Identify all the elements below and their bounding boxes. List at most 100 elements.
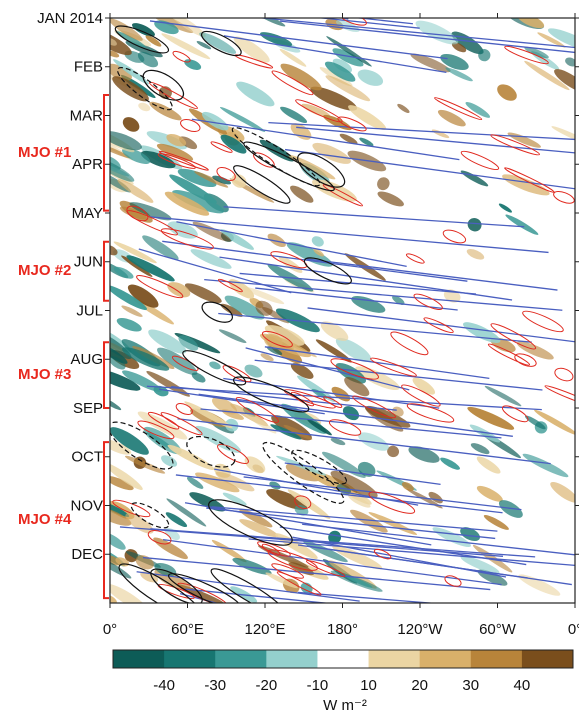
texture <box>146 371 190 397</box>
texture-contour <box>487 343 531 366</box>
texture <box>392 406 404 417</box>
y-tick-label: APR <box>72 156 103 173</box>
texture <box>294 505 309 516</box>
colorbar-bin <box>419 650 472 668</box>
texture <box>194 171 229 188</box>
texture <box>184 59 202 70</box>
texture <box>189 492 226 512</box>
texture <box>211 397 238 415</box>
texture-contour <box>276 571 322 596</box>
texture <box>110 439 132 455</box>
texture-contour <box>217 278 243 293</box>
texture-contour <box>370 357 417 377</box>
texture <box>408 446 440 463</box>
colorbar-tick-label: -20 <box>255 677 277 694</box>
texture-line <box>149 20 448 60</box>
y-tick-label: AUG <box>70 351 103 368</box>
texture <box>522 453 569 478</box>
texture <box>122 347 170 371</box>
texture <box>219 106 266 132</box>
texture-contour <box>171 355 199 371</box>
texture <box>153 537 188 560</box>
texture <box>220 134 247 154</box>
texture-contour <box>423 317 454 334</box>
texture <box>161 33 211 60</box>
texture <box>167 444 215 471</box>
texture <box>326 36 372 67</box>
texture-contour <box>201 301 234 323</box>
texture-contour <box>413 293 443 311</box>
texture <box>332 48 364 67</box>
texture <box>322 451 366 478</box>
y-tick-label: MAY <box>72 205 103 222</box>
texture-contour <box>442 229 467 244</box>
texture-contour <box>112 499 151 518</box>
texture <box>467 218 482 232</box>
texture <box>280 106 308 123</box>
texture-line <box>284 462 441 485</box>
texture <box>547 28 575 52</box>
texture-contour <box>390 331 429 356</box>
colorbar-bin <box>164 650 216 668</box>
texture <box>220 303 243 317</box>
mjo-label: MJO #4 <box>18 511 72 528</box>
texture-contour <box>297 152 346 188</box>
texture <box>110 172 131 193</box>
texture <box>166 498 207 527</box>
texture-contour <box>406 403 455 423</box>
texture <box>191 372 206 383</box>
texture-contour <box>501 405 529 423</box>
texture <box>220 229 254 250</box>
texture-line <box>264 346 490 380</box>
texture-contour <box>328 419 362 436</box>
texture <box>470 443 490 455</box>
texture <box>466 249 485 260</box>
texture <box>177 168 217 188</box>
texture <box>110 142 131 159</box>
texture <box>245 413 277 434</box>
texture <box>498 500 523 518</box>
texture <box>129 202 172 221</box>
texture <box>412 377 436 395</box>
x-tick-label: 60°W <box>479 621 517 638</box>
texture-line <box>246 0 401 15</box>
texture-contour <box>233 165 291 204</box>
texture <box>476 485 503 502</box>
texture <box>209 361 221 370</box>
field <box>110 0 575 603</box>
texture-line <box>119 526 504 557</box>
texture <box>392 295 405 305</box>
texture <box>110 37 117 46</box>
texture <box>325 75 371 102</box>
texture <box>344 377 370 397</box>
texture <box>279 48 307 67</box>
texture <box>342 406 360 421</box>
texture-contour <box>150 568 203 603</box>
texture <box>110 506 132 526</box>
texture-line <box>297 591 438 603</box>
texture <box>288 154 336 180</box>
texture-contour <box>405 253 425 264</box>
colorbar-tick-label: 10 <box>360 677 377 694</box>
texture <box>377 191 404 207</box>
texture-contour <box>186 435 236 468</box>
texture <box>164 191 210 216</box>
texture-contour <box>136 275 184 299</box>
texture-line <box>280 20 575 54</box>
texture <box>350 509 388 533</box>
texture-contour <box>157 153 196 169</box>
texture-contour <box>160 228 214 250</box>
texture <box>328 530 342 544</box>
texture-contour <box>504 45 549 65</box>
texture-contour <box>522 310 564 333</box>
texture <box>126 255 175 282</box>
texture-line <box>211 506 498 532</box>
texture <box>303 540 348 563</box>
texture <box>344 253 386 281</box>
texture-contour <box>208 499 293 546</box>
texture <box>537 32 566 48</box>
texture-contour <box>368 491 416 514</box>
texture <box>469 424 501 443</box>
texture-line <box>268 122 575 141</box>
y-tick-label: JUL <box>76 302 103 319</box>
